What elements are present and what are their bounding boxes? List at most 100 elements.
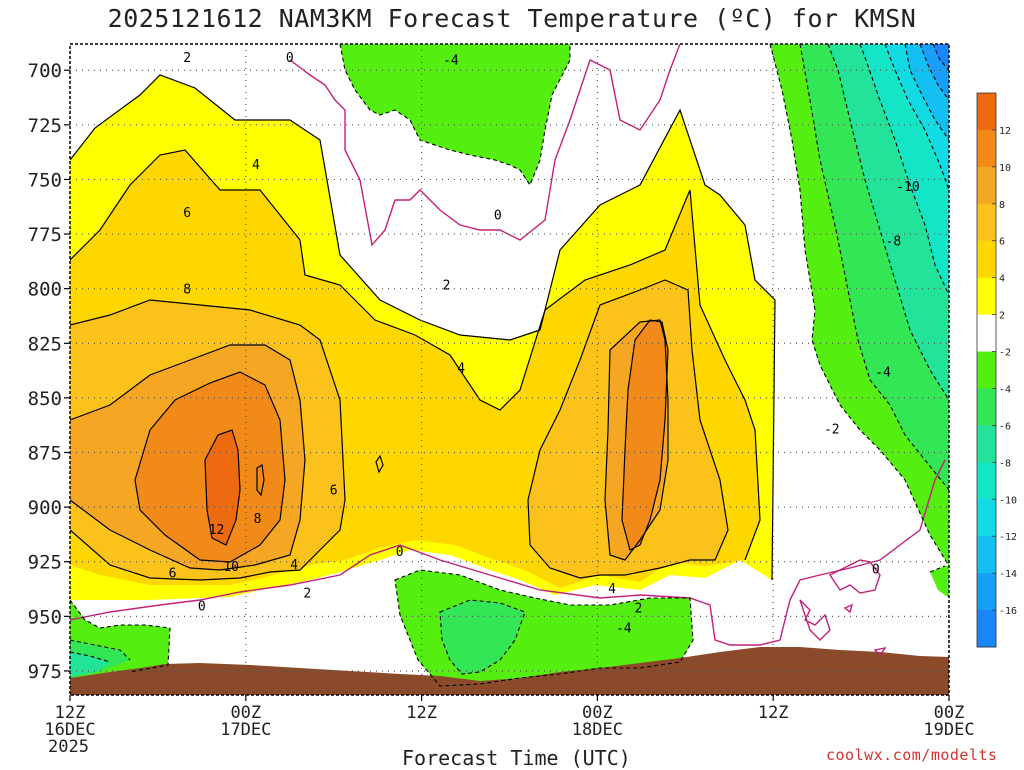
colorbar-label: -12 (999, 532, 1017, 543)
colorbar-swatch (977, 93, 996, 131)
x-tick-label: 00Z (230, 703, 261, 723)
colorbar-swatch (977, 499, 996, 537)
colorbar-label: -4 (999, 384, 1011, 395)
y-tick-label: 700 (28, 60, 62, 82)
colorbar-label: -8 (999, 458, 1011, 469)
contour-minus4 (439, 44, 949, 675)
contour-label: 12 (209, 523, 225, 538)
contour-label: 2 (635, 602, 643, 617)
colorbar-swatch (977, 277, 996, 316)
contour-4 (70, 149, 761, 561)
grid-lines (70, 44, 949, 695)
y-tick-label: 800 (28, 279, 62, 301)
chart-title: 2025121612 NAM3KM Forecast Temperature (… (107, 4, 917, 33)
contour-2 (70, 74, 776, 581)
field-cold-lowlevel-4-to-6 (440, 600, 525, 674)
colorbar-label: -10 (999, 495, 1017, 506)
colorbar-frame (976, 92, 997, 648)
x-tick-label: 00Z (934, 703, 965, 723)
colorbar-label: 10 (999, 163, 1011, 174)
colorbar-swatch (977, 610, 996, 648)
terrain (70, 647, 949, 695)
colorbar-label: 6 (999, 237, 1005, 248)
contour-label: 4 (290, 558, 298, 573)
x-tick-label: 18DEC (572, 720, 623, 740)
y-axis: 700 725 750 775 800 825 850 875 900 925 950 975 (28, 60, 70, 683)
x-tick-label: 16DEC (44, 720, 95, 740)
contour-label: 2 (443, 278, 451, 293)
colorbar-swatch (977, 166, 996, 205)
contour-label: 0 (198, 599, 206, 614)
colorbar: 12 10 8 6 4 2 -2 -4 -6 -8 -10 -12 -14 -16 (976, 92, 1017, 648)
colorbar-label: -16 (999, 606, 1017, 617)
y-tick-label: 950 (28, 606, 62, 628)
contour-label: 4 (608, 582, 616, 597)
colorbar-label: 4 (999, 274, 1005, 285)
y-tick-label: 850 (28, 388, 62, 410)
contour-4-small (375, 454, 384, 474)
temperature-field (70, 44, 949, 695)
contour-label: 0 (396, 545, 404, 560)
contour-0-right (799, 559, 887, 657)
field-cold-upper-center (340, 44, 570, 185)
contour-label: 0 (494, 208, 502, 223)
colorbar-label: -2 (999, 348, 1011, 359)
contour-minus6-to-minus16 (70, 44, 949, 663)
y-tick-label: 825 (28, 333, 62, 355)
colorbar-swatch (977, 425, 996, 463)
colorbar-swatch (977, 240, 996, 279)
contour-label: -4 (875, 366, 891, 381)
contour-label: 6 (330, 484, 338, 499)
colorbar-label: 8 (999, 200, 1005, 211)
x-tick-label: 12Z (406, 703, 437, 723)
y-tick-label: 775 (28, 224, 62, 246)
colorbar-label: -6 (999, 421, 1011, 432)
colorbar-swatch (977, 388, 996, 426)
colorbar-label: 12 (999, 126, 1011, 137)
x-tick-label: 19DEC (923, 720, 974, 740)
contour-label: 0 (872, 562, 880, 577)
field-cold-right-low (930, 566, 949, 598)
y-tick-label: 975 (28, 661, 62, 683)
colorbar-swatch (977, 462, 996, 500)
colorbar-swatch (977, 573, 996, 611)
contour-label: -8 (886, 235, 902, 250)
y-tick-label: 750 (28, 169, 62, 191)
contour-lines (70, 44, 949, 687)
contour-label: 10 (223, 560, 239, 575)
x-axis-title: Forecast Time (UTC) (402, 746, 631, 770)
colorbar-label: 2 (999, 311, 1005, 322)
x-tick-label: 17DEC (220, 720, 271, 740)
contour-label: 2 (303, 586, 311, 601)
x-tick-label: 12Z (55, 703, 86, 723)
colorbar-swatch (977, 314, 996, 353)
contour-label: 4 (457, 361, 465, 376)
field-10-to-12 (135, 320, 668, 562)
field-cold-east-16-to-18 (933, 44, 949, 70)
credit-text[interactable]: coolwx.com/modelts (826, 746, 998, 764)
contour-label: 8 (254, 512, 262, 527)
y-tick-label: 925 (28, 552, 62, 574)
contour-label: 4 (252, 158, 260, 173)
field-12-to-14 (205, 430, 240, 545)
colorbar-swatch (977, 536, 996, 574)
contour-10 (134, 319, 669, 563)
colorbar-swatch (977, 129, 996, 168)
y-tick-label: 725 (28, 115, 62, 137)
contour-label: 2 (183, 51, 191, 66)
contour-label: 0 (286, 51, 294, 66)
x-tick-label: 12Z (758, 703, 789, 723)
contour-label: -10 (896, 180, 919, 195)
contour-6 (70, 279, 729, 581)
colorbar-swatch (977, 351, 996, 389)
x-tick-label: 00Z (582, 703, 613, 723)
field-cold-left-6-to-8 (70, 652, 110, 676)
contour-label: 6 (183, 206, 191, 221)
contour-label: -4 (443, 53, 459, 68)
y-tick-label: 900 (28, 497, 62, 519)
contour-8 (70, 319, 669, 571)
colorbar-swatch (977, 203, 996, 242)
